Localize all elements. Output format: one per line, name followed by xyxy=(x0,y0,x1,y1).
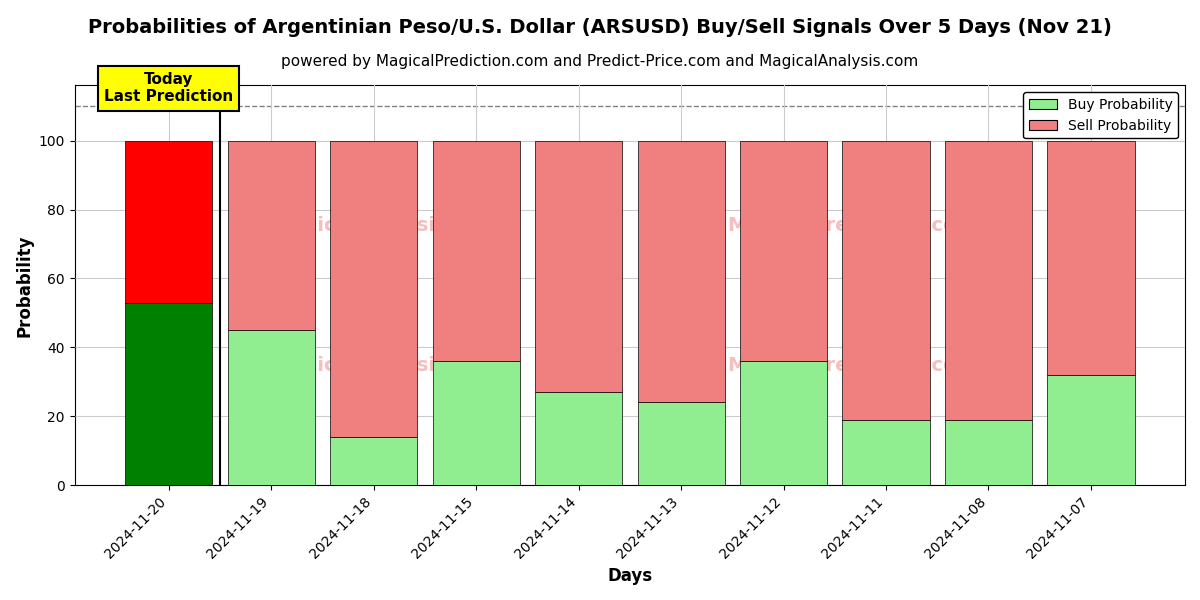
Bar xyxy=(740,361,827,485)
Y-axis label: Probability: Probability xyxy=(16,234,34,337)
Text: MagicalAnalysis.com: MagicalAnalysis.com xyxy=(271,216,499,235)
Text: powered by MagicalPrediction.com and Predict-Price.com and MagicalAnalysis.com: powered by MagicalPrediction.com and Pre… xyxy=(281,54,919,69)
Bar xyxy=(228,330,314,485)
Bar xyxy=(330,437,418,485)
Bar xyxy=(842,140,930,419)
Bar xyxy=(842,419,930,485)
Text: MagicalPrediction.com: MagicalPrediction.com xyxy=(727,216,977,235)
Text: Probabilities of Argentinian Peso/U.S. Dollar (ARSUSD) Buy/Sell Signals Over 5 D: Probabilities of Argentinian Peso/U.S. D… xyxy=(88,18,1112,37)
Bar xyxy=(125,140,212,302)
Bar xyxy=(637,140,725,403)
Bar xyxy=(944,140,1032,419)
Bar xyxy=(740,140,827,361)
Bar xyxy=(330,140,418,437)
Bar xyxy=(535,140,622,392)
Bar xyxy=(637,403,725,485)
Bar xyxy=(228,140,314,330)
Bar xyxy=(535,392,622,485)
Text: Today
Last Prediction: Today Last Prediction xyxy=(104,72,233,104)
X-axis label: Days: Days xyxy=(607,567,653,585)
Bar xyxy=(125,302,212,485)
Text: MagicalAnalysis.com: MagicalAnalysis.com xyxy=(271,356,499,375)
Bar xyxy=(1048,375,1134,485)
Bar xyxy=(432,140,520,361)
Bar xyxy=(944,419,1032,485)
Bar xyxy=(1048,140,1134,375)
Bar xyxy=(432,361,520,485)
Text: MagicalPrediction.com: MagicalPrediction.com xyxy=(727,356,977,375)
Legend: Buy Probability, Sell Probability: Buy Probability, Sell Probability xyxy=(1024,92,1178,139)
